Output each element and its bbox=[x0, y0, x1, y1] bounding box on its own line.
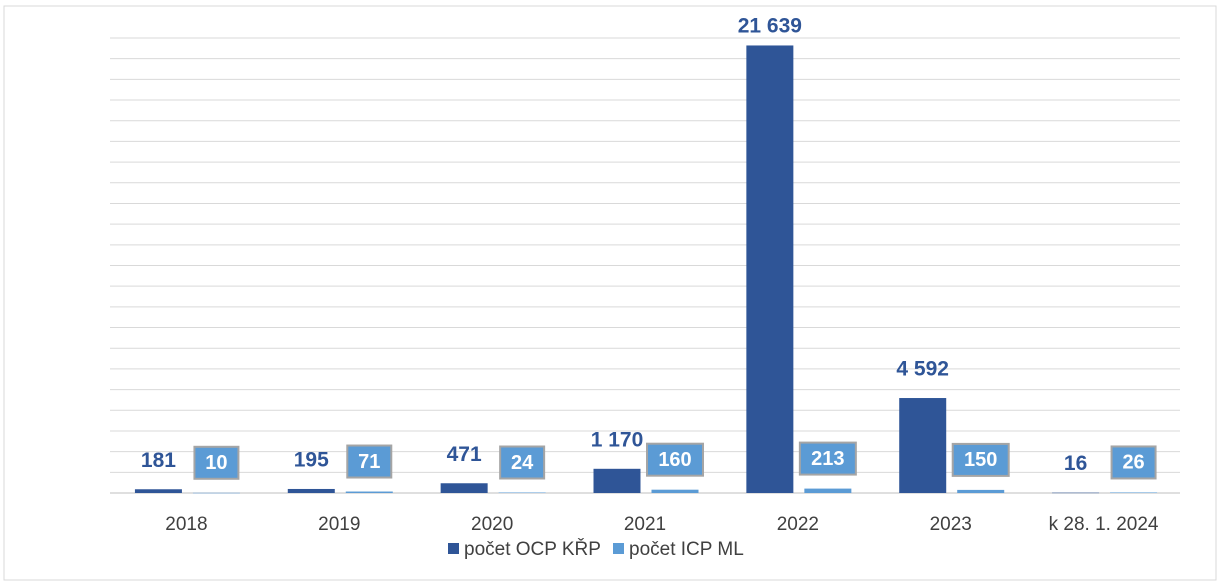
x-tick-label: k 28. 1. 2024 bbox=[1049, 514, 1159, 535]
data-label-box bbox=[646, 442, 704, 477]
x-tick-label: 2018 bbox=[165, 514, 207, 535]
data-label: 160 bbox=[658, 449, 691, 471]
legend-label: počet ICP ML bbox=[629, 539, 744, 560]
bar bbox=[804, 488, 852, 493]
bar bbox=[345, 491, 393, 493]
data-label: 150 bbox=[964, 449, 997, 471]
data-label: 24 bbox=[511, 452, 534, 474]
data-label: 181 bbox=[141, 449, 176, 472]
data-label: 26 bbox=[1122, 452, 1144, 474]
data-label: 1 170 bbox=[591, 428, 644, 451]
data-label-box bbox=[1110, 445, 1157, 480]
legend-label: počet OCP KŘP bbox=[464, 538, 601, 560]
bar bbox=[440, 483, 488, 493]
data-label: 21 639 bbox=[738, 15, 802, 38]
x-tick-label: 2021 bbox=[624, 514, 666, 535]
data-label: 471 bbox=[447, 443, 482, 466]
chart-frame bbox=[3, 5, 1217, 581]
x-tick-label: 2019 bbox=[318, 514, 360, 535]
data-label-box bbox=[346, 444, 393, 479]
bar bbox=[593, 468, 641, 493]
data-label: 71 bbox=[358, 451, 380, 473]
bar bbox=[287, 488, 335, 493]
data-label: 4 592 bbox=[896, 358, 949, 381]
data-label: 213 bbox=[811, 448, 844, 470]
bar bbox=[899, 398, 947, 493]
data-label: 195 bbox=[294, 449, 329, 472]
bar bbox=[134, 489, 182, 493]
bar bbox=[1052, 492, 1100, 494]
data-label-box bbox=[499, 445, 546, 480]
bar bbox=[498, 492, 546, 494]
data-label-box bbox=[193, 445, 240, 480]
legend-swatch bbox=[448, 543, 459, 554]
x-tick-label: 2020 bbox=[471, 514, 513, 535]
bar bbox=[957, 489, 1005, 493]
bar bbox=[192, 492, 240, 494]
data-label-box bbox=[951, 442, 1010, 477]
legend-swatch bbox=[613, 543, 624, 554]
x-tick-label: 2023 bbox=[930, 514, 972, 535]
x-tick-label: 2022 bbox=[777, 514, 819, 535]
data-label: 16 bbox=[1064, 452, 1087, 475]
bar bbox=[651, 489, 699, 493]
data-label-box bbox=[798, 441, 857, 476]
data-label: 10 bbox=[205, 452, 227, 474]
bar bbox=[746, 45, 794, 494]
bar bbox=[1110, 492, 1158, 493]
